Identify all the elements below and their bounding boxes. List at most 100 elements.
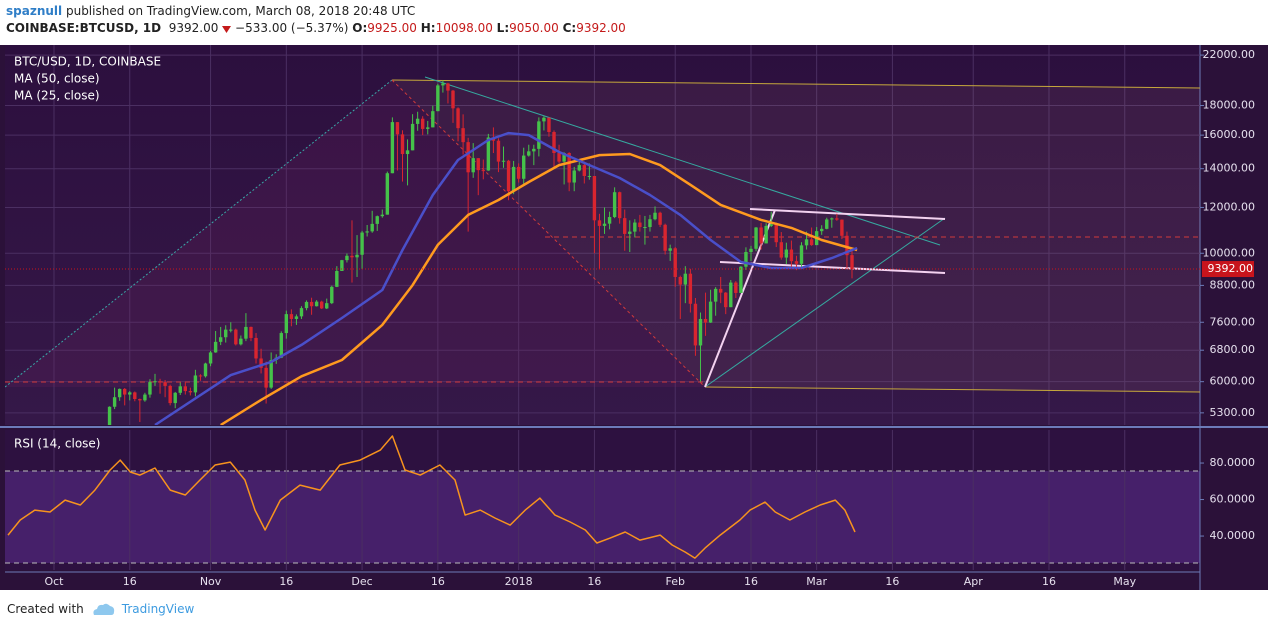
candle-body [249,326,253,338]
candle-body [592,175,597,221]
candle-body [734,282,738,293]
candle-body [239,338,243,345]
candle-body [319,301,324,309]
candle-body [420,118,425,129]
candle-body [567,153,571,183]
legend-entry: MA (50, close) [14,72,100,86]
candle-body [299,308,304,317]
grid [5,45,1200,570]
candle-body [355,254,359,258]
candle-body [658,212,662,225]
trendline [704,217,946,388]
candle-body [754,227,758,249]
x-tick-label: Apr [964,575,984,588]
trendline [704,386,1200,393]
candle-body [506,160,511,192]
candle-body [441,83,445,86]
channel-fill [392,80,1200,392]
chart-title: BTC/USD, 1D, COINBASE [14,55,161,69]
candle-body [835,218,839,220]
footer-text: Created with [7,602,84,616]
candle-body [415,118,420,124]
quote-value: 9050.00 [509,21,559,35]
line [154,131,858,425]
last-price-box [1202,261,1254,278]
price: 9392.00 [168,21,219,35]
candle-body [739,266,743,293]
candle-body [471,158,475,173]
candle-body [683,273,688,285]
price-pane [5,45,1200,425]
quote-key: O: [352,21,368,35]
publish-line: spaznull published on TradingView.com, M… [6,3,626,20]
candle-body [289,314,294,319]
candle-body [304,301,309,309]
axes: Oct 16 Nov 16 Dec 16 2018 16 Feb 16 Mar 16 Apr 16 May 2… [44,48,1255,588]
brand[interactable]: TradingView [121,602,195,616]
candle-body [390,122,395,174]
legend-entry: MA (25, close) [14,89,100,103]
y-tick-label: 12000.00 [1203,200,1256,213]
candle-body [713,288,718,302]
candle-body [112,397,117,407]
x-tick-label: 16 [123,575,137,588]
candle-body [840,219,844,236]
rsi-band [5,471,1200,563]
x-tick-label: 16 [1042,575,1056,588]
candle-body [587,175,592,177]
candle-body [400,134,405,155]
rsi-title: RSI (14, close) [14,437,100,451]
published: published on TradingView.com, March 08, … [65,4,416,18]
candle-body [744,252,748,267]
candle-body [385,173,390,215]
x-tick-label: 16 [885,575,899,588]
candle-body [345,255,349,261]
candle-body [779,242,783,258]
candle-body [759,227,763,244]
candle-body [799,245,804,264]
y-tick-label: 60.0000 [1210,493,1256,506]
candle-body [107,406,112,425]
quote-key: H: [420,21,436,35]
candle-body [623,218,627,234]
candle-body [410,123,415,151]
candle-body [496,140,501,162]
y-tick-label: 14000.00 [1203,162,1256,175]
y-tick-label: 6000.00 [1210,375,1256,388]
candle-body [562,153,566,162]
candle-body [522,155,526,179]
candle-body [607,217,612,224]
quote-key: L: [496,21,510,35]
candle-body [572,170,576,183]
candle-body [850,255,854,270]
candle-body [436,85,440,112]
candle-body [350,255,354,258]
symbol: COINBASE:BTCUSD, 1D [6,21,162,35]
candle-body [845,235,849,256]
author[interactable]: spaznull [6,4,63,18]
candle-body [764,225,768,244]
candle-body [117,388,122,398]
header: spaznull published on TradingView.com, M… [6,3,626,37]
x-tick-label: 16 [279,575,293,588]
y-tick-label: 5300.00 [1210,406,1256,419]
candle-body [254,337,258,359]
candle-body [703,318,708,323]
line [220,152,858,425]
candle-body [774,224,778,243]
candle-body [183,386,188,392]
candle-body [612,192,617,218]
x-tick-label: Dec [351,575,372,588]
line [7,435,856,559]
y-tick-label: 10000.00 [1203,246,1256,259]
quote-value: 10098.00 [435,21,493,35]
candle-body [193,375,198,393]
candle-body [643,227,647,229]
candle-body [830,218,834,220]
candle-body [213,341,218,353]
candle-body [451,90,455,109]
candle-body [138,399,142,401]
x-tick-label: 2018 [505,575,533,588]
x-tick-label: 16 [431,575,445,588]
